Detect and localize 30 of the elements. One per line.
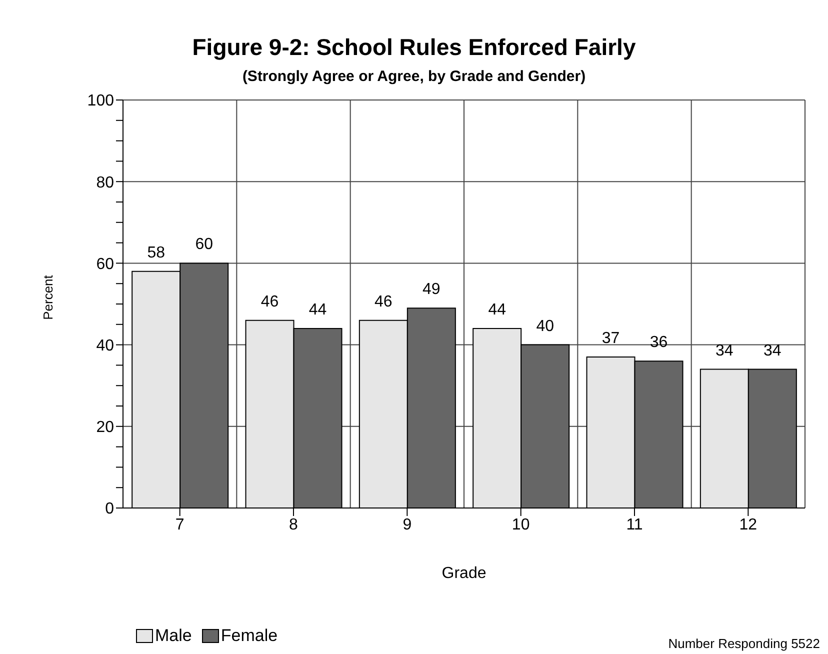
x-tick-label: 11 bbox=[626, 516, 643, 534]
data-label: 58 bbox=[147, 244, 166, 262]
legend-label: Male bbox=[155, 626, 192, 646]
data-label: 46 bbox=[374, 293, 392, 310]
y-tick-label: 100 bbox=[87, 92, 114, 110]
y-tick-label: 80 bbox=[96, 174, 114, 192]
y-tick-label: 20 bbox=[96, 419, 114, 436]
y-tick-label: 40 bbox=[96, 337, 114, 354]
chart-subtitle: (Strongly Agree or Agree, by Grade and Gender) bbox=[241, 68, 587, 85]
data-label: 44 bbox=[488, 301, 506, 318]
x-tick-label: 7 bbox=[175, 516, 184, 534]
x-tick-label: 9 bbox=[402, 516, 412, 534]
data-label: 37 bbox=[602, 330, 620, 348]
legend-label: Female bbox=[220, 626, 278, 646]
x-tick-label: 8 bbox=[289, 516, 298, 534]
data-label: 49 bbox=[422, 281, 440, 298]
data-label: 44 bbox=[308, 301, 327, 318]
x-tick-label: 12 bbox=[739, 516, 758, 534]
text: Number Responding 5522 bbox=[668, 636, 820, 651]
x-axis-title: Grade bbox=[440, 565, 488, 583]
y-axis-title: Percent bbox=[40, 274, 56, 322]
data-label: 40 bbox=[536, 318, 554, 335]
data-label: 34 bbox=[764, 342, 782, 360]
x-tick-label: 10 bbox=[512, 516, 530, 534]
y-tick-label: 60 bbox=[96, 256, 114, 273]
y-tick-label: 0 bbox=[105, 500, 114, 518]
data-label: 46 bbox=[260, 293, 279, 310]
data-label: 60 bbox=[195, 236, 214, 254]
chart-title: Figure 9-2: School Rules Enforced Fairly bbox=[191, 34, 637, 61]
data-label: 34 bbox=[716, 342, 734, 360]
